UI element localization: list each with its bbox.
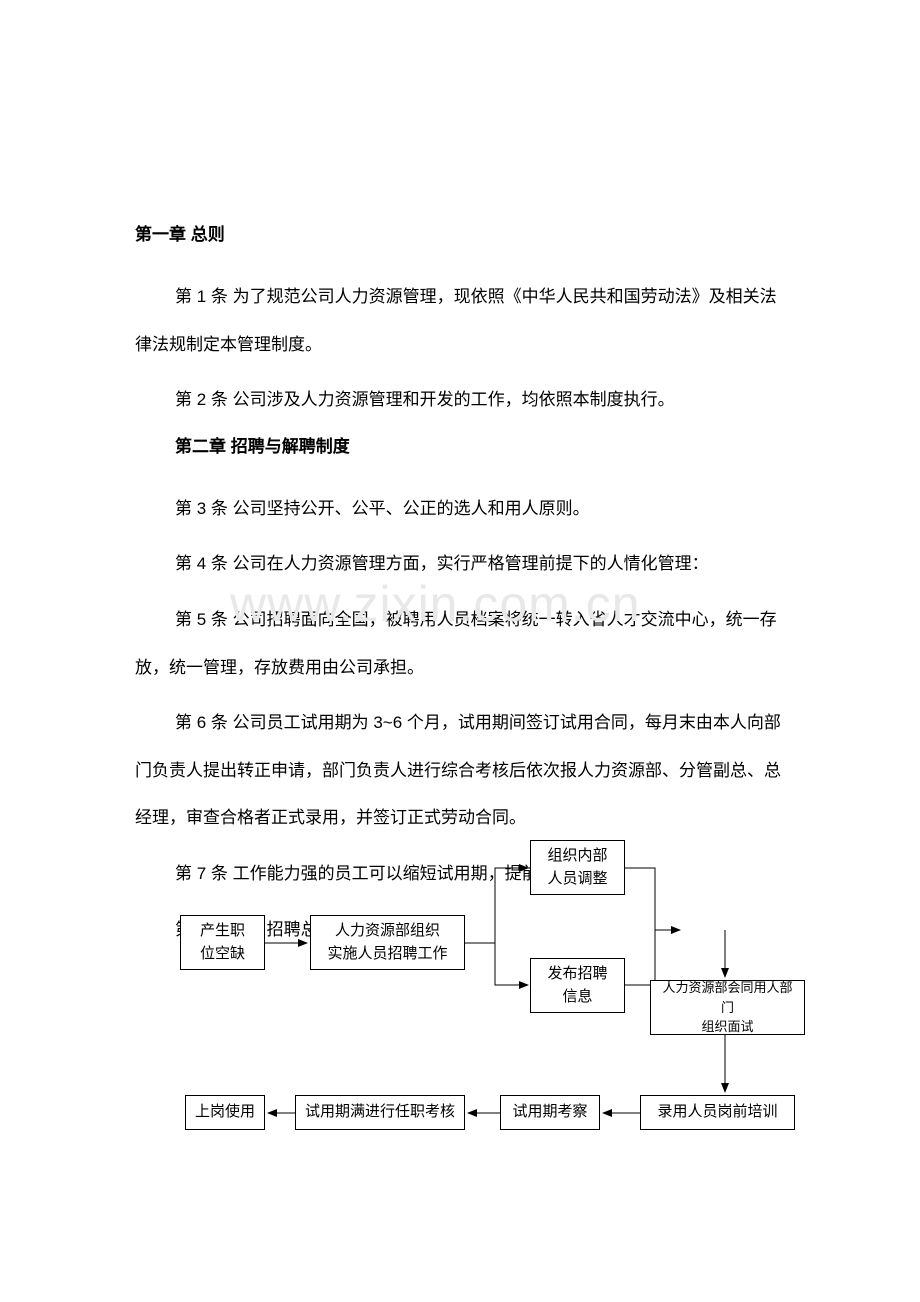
recruitment-flowchart: 产生职位空缺 人力资源部组织实施人员招聘工作 组织内部人员调整 发布招聘信息 人… (135, 830, 815, 1160)
article-3: 第 3 条 公司坚持公开、公平、公正的选人和用人原则。 (135, 485, 785, 533)
article-1: 第 1 条 为了规范公司人力资源管理，现依照《中华人民共和国劳动法》及相关法律法… (135, 273, 785, 368)
flow-node-assess: 试用期满进行任职考核 (295, 1095, 465, 1130)
article-6: 第 6 条 公司员工试用期为 3~6 个月，试用期间签订试用合同，每月末由本人向… (135, 699, 785, 842)
article-5: 第 5 条 公司招聘面向全国，被聘用人员档案将统一转入省人才交流中心，统一存放，… (135, 596, 785, 691)
flow-node-internal: 组织内部人员调整 (530, 840, 625, 895)
article-2: 第 2 条 公司涉及人力资源管理和开发的工作，均依照本制度执行。 (135, 376, 785, 424)
flow-node-inspect: 试用期考察 (500, 1095, 600, 1130)
flow-node-onboard: 上岗使用 (185, 1095, 265, 1130)
chapter1-title: 第一章 总则 (135, 220, 785, 245)
flow-node-publish: 发布招聘信息 (530, 958, 625, 1013)
flow-node-interview: 人力资源部会同用人部门组织面试 (650, 980, 805, 1035)
flow-node-training: 录用人员岗前培训 (640, 1095, 795, 1130)
flow-node-hr-org: 人力资源部组织实施人员招聘工作 (310, 915, 465, 970)
flow-node-vacancy: 产生职位空缺 (180, 915, 265, 970)
chapter2-title: 第二章 招聘与解聘制度 (135, 432, 785, 457)
article-4: 第 4 条 公司在人力资源管理方面，实行严格管理前提下的人情化管理： (135, 540, 785, 588)
